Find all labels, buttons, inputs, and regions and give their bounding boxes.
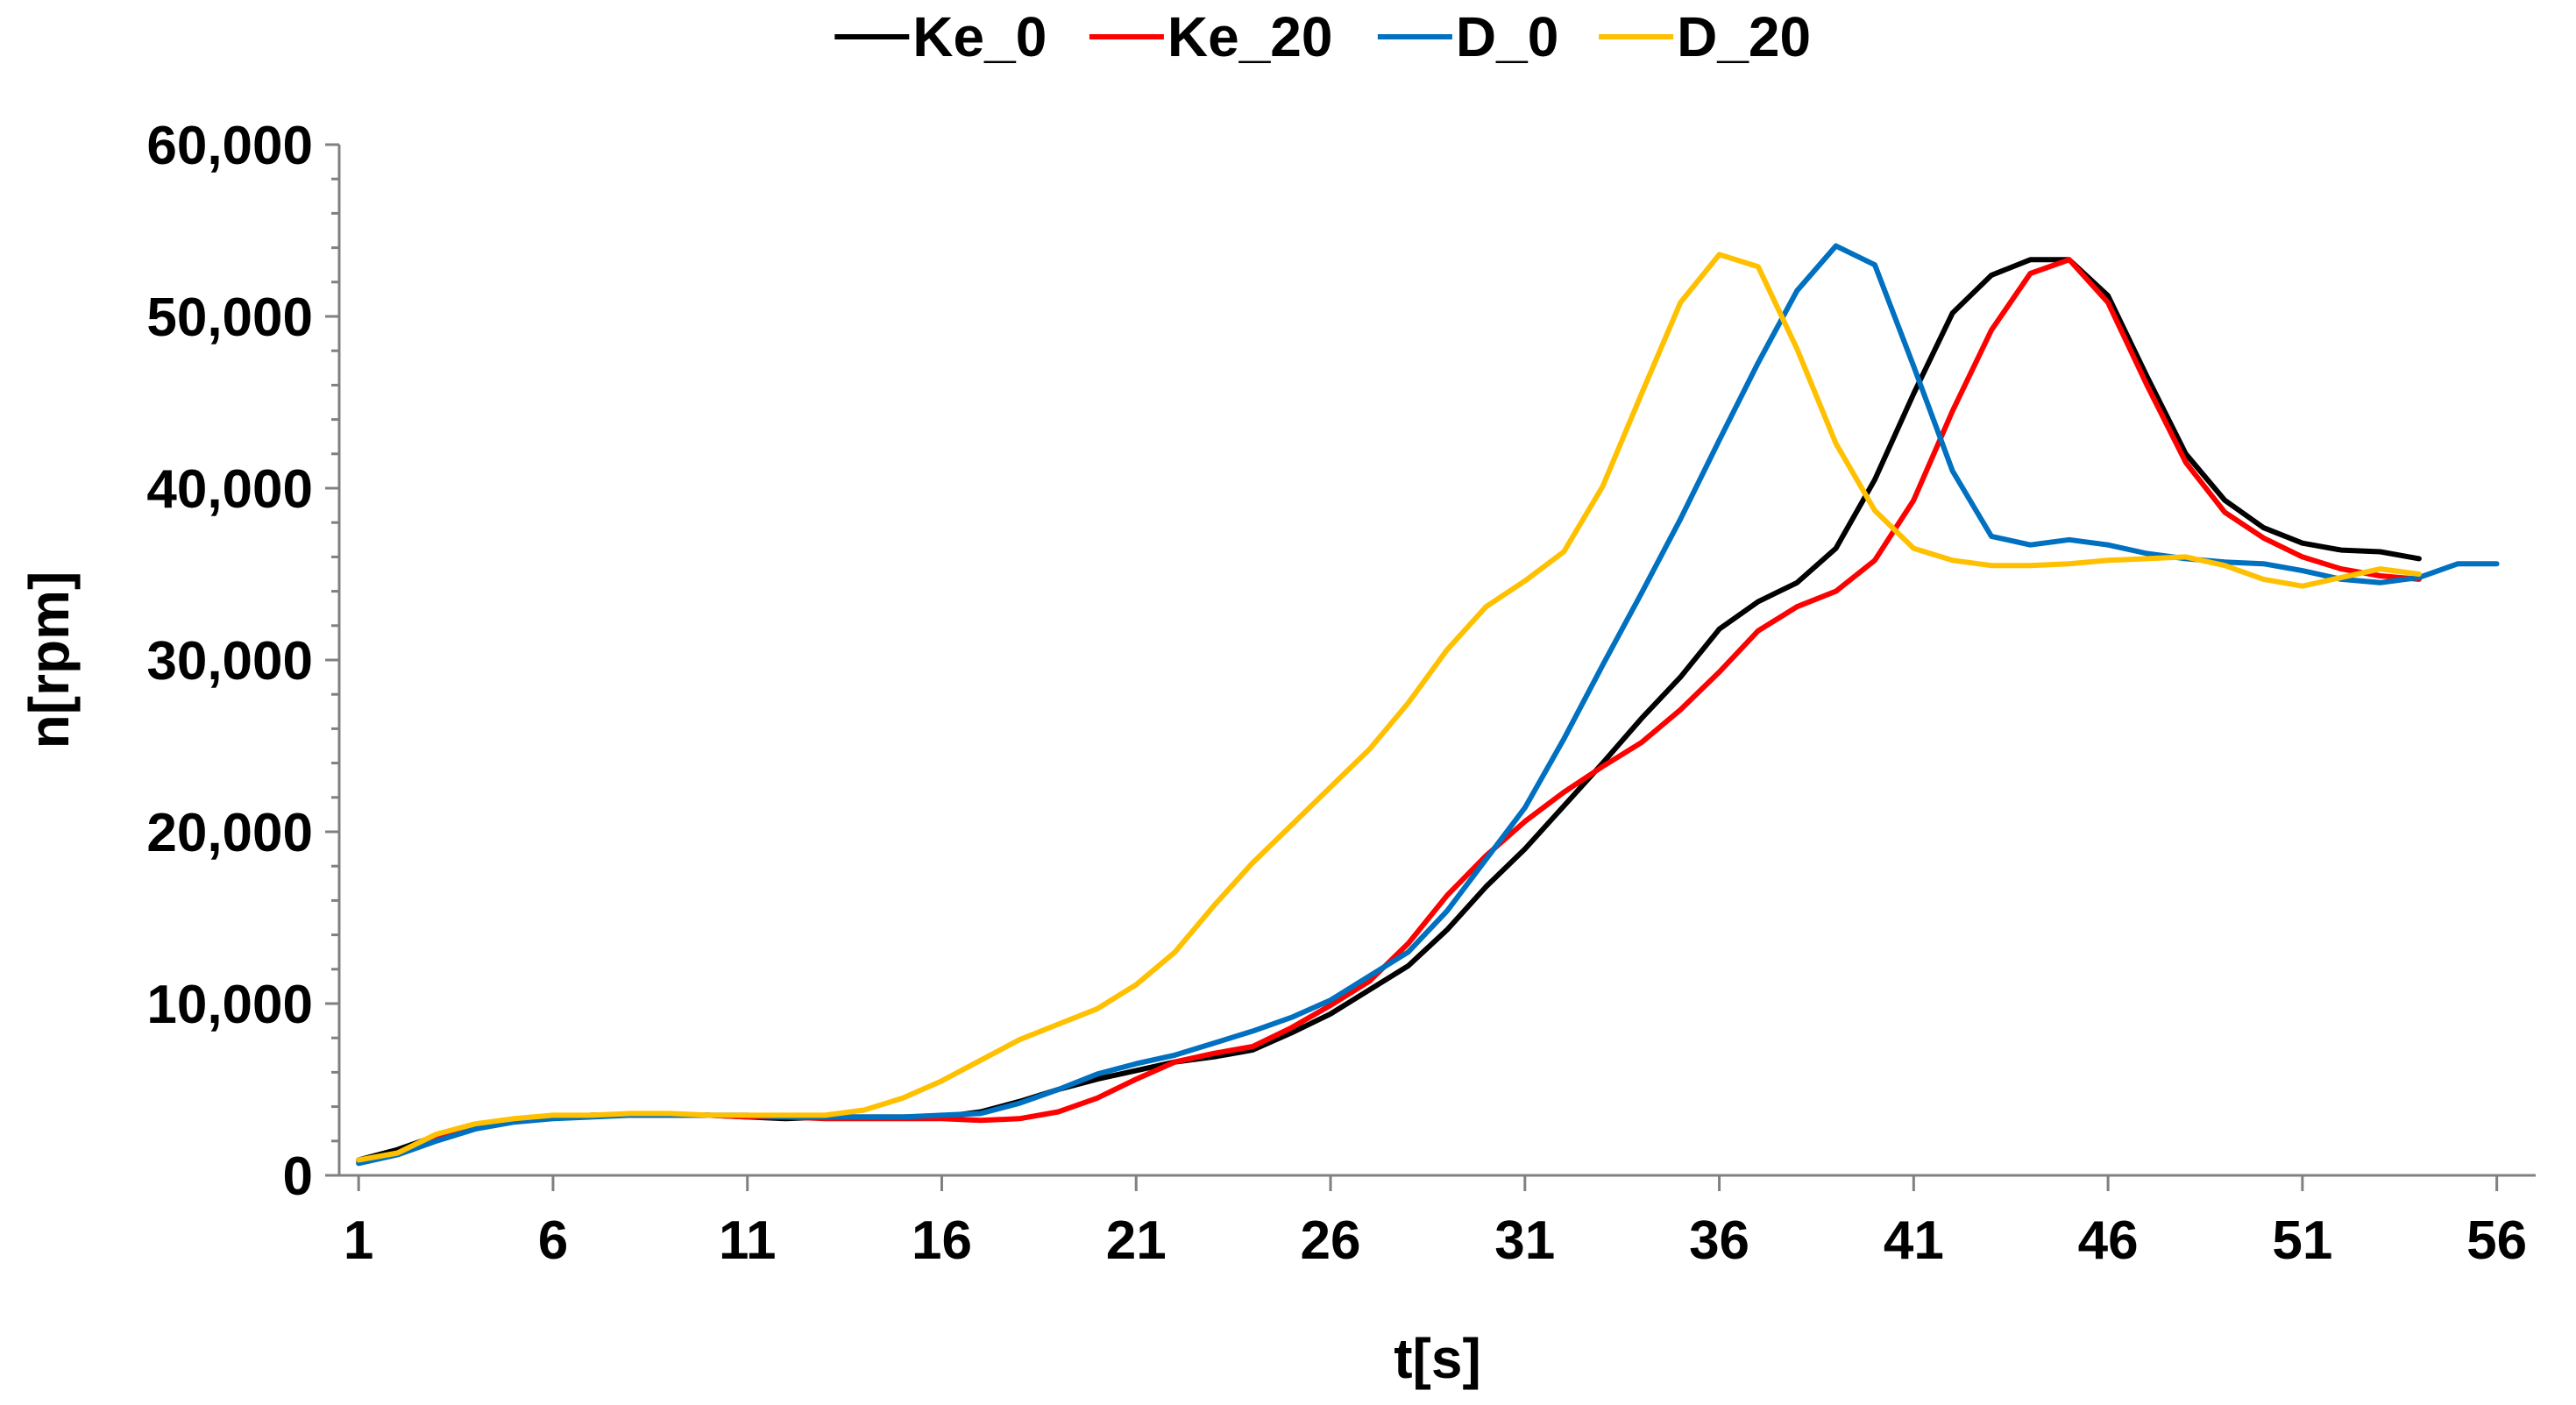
legend-label-ke-20: Ke_20	[1167, 5, 1333, 68]
y-tick-label: 40,000	[146, 459, 313, 520]
y-axis-title: n[rpm]	[18, 571, 81, 749]
x-axis: 1 6 11 16 21 26 31 36 41 46 51 56	[339, 1174, 2536, 1271]
y-tick-label: 50,000	[146, 287, 313, 348]
x-tick-label: 46	[2078, 1210, 2139, 1271]
y-tick-label: 60,000	[146, 116, 313, 176]
series-lines	[356, 243, 2500, 1167]
series-line-d-0	[356, 243, 2500, 1167]
x-tick-label: 51	[2272, 1210, 2332, 1271]
y-axis: 0 10,000 20,000 30,000 40,000 50,000 60,000	[146, 116, 341, 1207]
x-tick-label: 6	[538, 1210, 568, 1271]
x-tick-label: 31	[1494, 1210, 1555, 1271]
series-line-ke-20	[356, 257, 2422, 1165]
series-line-ke-0	[356, 257, 2422, 1163]
x-tick-label: 11	[719, 1210, 777, 1271]
y-tick-label: 10,000	[146, 975, 313, 1035]
x-axis-title: t[s]	[1394, 1327, 1481, 1390]
x-tick-label: 1	[344, 1210, 373, 1271]
legend-label-ke-0: Ke_0	[912, 5, 1047, 68]
x-tick-label: 36	[1689, 1210, 1749, 1271]
legend: Ke_0 Ke_20 D_0 D_20	[834, 5, 1811, 68]
legend-label-d-20: D_20	[1677, 5, 1811, 68]
x-tick-label: 21	[1106, 1210, 1167, 1271]
x-tick-label: 56	[2466, 1210, 2527, 1271]
x-tick-label: 26	[1301, 1210, 1361, 1271]
x-tick-label: 41	[1884, 1210, 1944, 1271]
y-tick-label: 20,000	[146, 803, 313, 863]
series-line-d-20	[356, 252, 2422, 1163]
x-tick-label: 16	[912, 1210, 972, 1271]
legend-label-d-0: D_0	[1456, 5, 1558, 68]
y-tick-label: 0	[283, 1146, 313, 1207]
y-tick-label: 30,000	[146, 631, 313, 692]
